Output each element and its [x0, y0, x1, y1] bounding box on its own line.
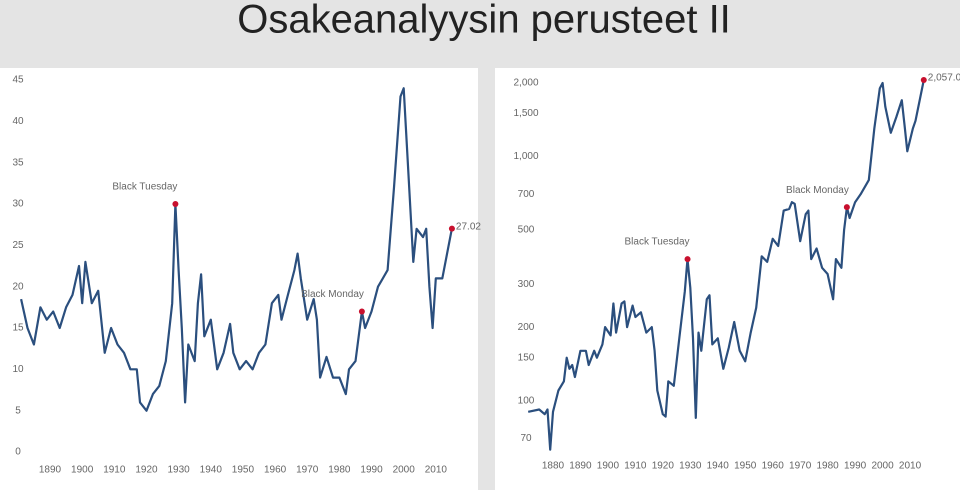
- y-tick-label: 5: [15, 405, 21, 416]
- y-tick-label: 25: [12, 240, 24, 251]
- y-tick-label: 100: [518, 395, 535, 406]
- x-tick-label: 1900: [597, 461, 620, 472]
- x-tick-label: 1960: [264, 465, 287, 476]
- x-tick-label: 1890: [39, 465, 62, 476]
- y-tick-label: 20: [12, 281, 24, 292]
- event-label: Black Tuesday: [112, 182, 177, 193]
- x-tick-label: 1990: [360, 465, 383, 476]
- event-marker: [172, 201, 179, 207]
- right-panel: [495, 68, 960, 490]
- end-label: 2,057.09: [928, 73, 960, 84]
- y-tick-label: 500: [518, 225, 535, 236]
- y-tick-label: 15: [12, 323, 24, 334]
- price-line: [527, 79, 925, 451]
- event-label: Black Monday: [301, 289, 364, 300]
- y-tick-label: 1,500: [513, 108, 538, 119]
- y-tick-label: 40: [12, 116, 24, 127]
- x-tick-label: 2000: [393, 465, 416, 476]
- x-tick-label: 1920: [135, 465, 158, 476]
- x-tick-label: 1950: [232, 465, 255, 476]
- x-tick-label: 1880: [542, 461, 565, 472]
- y-tick-label: 200: [518, 322, 535, 333]
- y-tick-label: 300: [518, 279, 535, 290]
- y-tick-label: 30: [12, 199, 24, 210]
- x-tick-label: 1930: [168, 465, 191, 476]
- y-tick-label: 10: [12, 364, 24, 375]
- end-label: 27.02: [456, 221, 481, 232]
- y-tick-label: 700: [518, 189, 535, 200]
- x-tick-label: 1920: [652, 461, 675, 472]
- y-tick-label: 35: [12, 157, 24, 168]
- x-tick-label: 1980: [817, 461, 840, 472]
- x-tick-label: 1940: [200, 465, 223, 476]
- x-tick-label: 1960: [762, 461, 785, 472]
- x-tick-label: 1910: [624, 461, 647, 472]
- x-tick-label: 2010: [899, 461, 922, 472]
- x-tick-label: 1930: [679, 461, 702, 472]
- event-marker: [684, 256, 691, 263]
- event-label: Black Tuesday: [625, 237, 690, 248]
- x-tick-label: 1970: [296, 465, 319, 476]
- event-marker: [358, 308, 365, 315]
- y-tick-label: 2,000: [513, 78, 538, 89]
- x-tick-label: 1890: [569, 461, 592, 472]
- event-label: Black Monday: [786, 185, 849, 196]
- y-tick-label: 1,000: [513, 151, 538, 162]
- x-tick-label: 1940: [707, 461, 730, 472]
- slide-title: Osakeanalyysin perusteet II: [237, 0, 731, 42]
- x-tick-label: 2000: [871, 461, 894, 472]
- x-tick-label: 2010: [425, 465, 448, 476]
- x-tick-label: 1980: [328, 465, 351, 476]
- y-tick-label: 150: [518, 352, 535, 363]
- x-tick-label: 1900: [71, 465, 94, 476]
- x-tick-label: 1950: [734, 461, 757, 472]
- y-tick-label: 70: [520, 433, 532, 444]
- x-tick-label: 1990: [844, 461, 867, 472]
- end-marker: [920, 76, 927, 83]
- y-tick-label: 45: [12, 75, 24, 86]
- y-tick-label: 0: [15, 447, 21, 458]
- x-tick-label: 1910: [103, 465, 126, 476]
- x-tick-label: 1970: [789, 461, 812, 472]
- end-marker: [448, 225, 455, 232]
- event-marker: [843, 204, 850, 211]
- price-line: [20, 87, 453, 412]
